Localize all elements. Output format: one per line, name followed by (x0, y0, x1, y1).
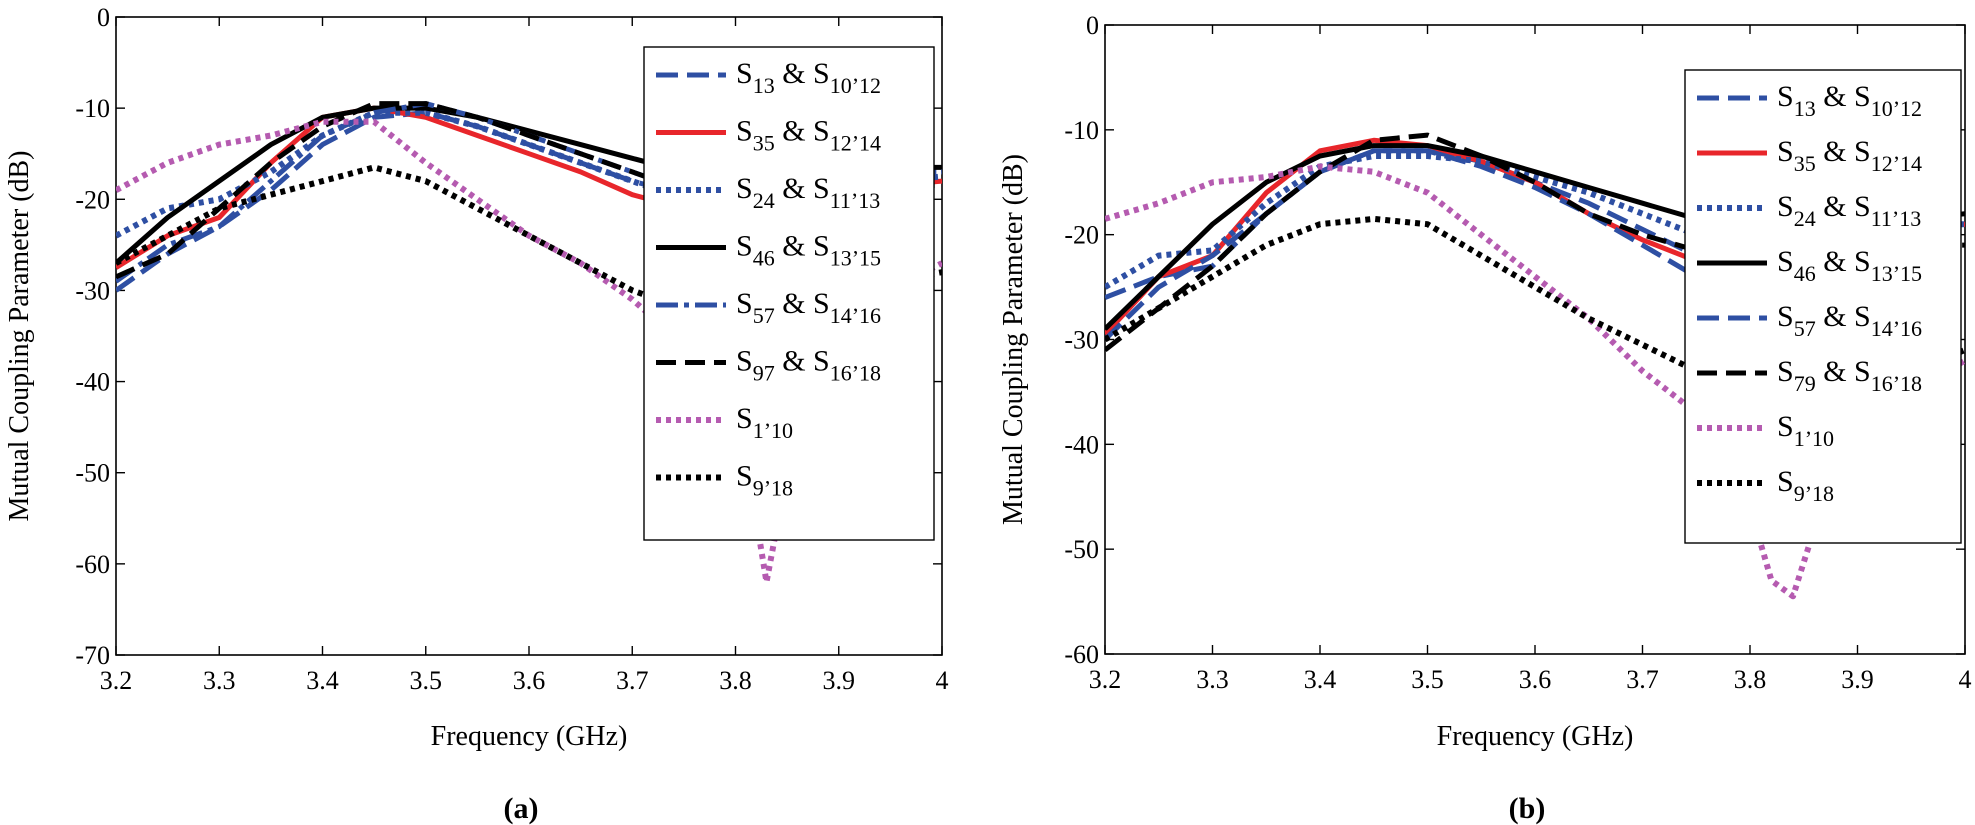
legend-entry-label: S13 & S10’12 (736, 57, 881, 98)
legend-entry-label: S35 & S12’14 (736, 115, 881, 156)
panel-label: (a) (504, 792, 539, 825)
legend-entry-label: S57 & S14’16 (1777, 300, 1922, 341)
panel-label: (b) (1509, 792, 1546, 825)
legend-entry-label: S24 & S11’13 (1777, 190, 1921, 231)
legend-entry-label: S57 & S14’16 (736, 287, 881, 328)
legend: S13 & S10’12 S35 & S12’14 S24 & S11’13 S46 … (643, 46, 935, 541)
x-tick-label: 3.8 (1734, 665, 1767, 694)
legend-entry-label: S9’18 (1777, 465, 1834, 506)
x-tick-label: 3.4 (1304, 665, 1337, 694)
x-tick-label: 3.6 (1519, 665, 1552, 694)
y-tick-label: -30 (75, 276, 110, 305)
x-tick-label: 3.5 (410, 666, 443, 695)
legend-entry-label: S46 & S13’15 (736, 230, 881, 271)
x-tick-label: 3.9 (823, 666, 856, 695)
y-tick-label: 0 (97, 3, 110, 32)
x-tick-label: 4 (936, 666, 949, 695)
y-tick-label: -20 (1064, 221, 1099, 250)
y-axis-label: Mutual Coupling Parameter (dB) (4, 151, 35, 522)
x-tick-label: 3.7 (616, 666, 649, 695)
x-tick-label: 3.2 (1089, 665, 1122, 694)
legend-box (1684, 69, 1962, 544)
y-axis-label: Mutual Coupling Parameter (dB) (998, 154, 1029, 525)
chart-panel-b: 3.2 3.3 3.4 3.5 3.6 3.7 3.8 3.9 4 0 -10 -20 -30 -40 -5… (998, 11, 1972, 825)
y-tick-label: -70 (75, 641, 110, 670)
y-tick-label: -10 (1064, 116, 1099, 145)
y-tick-label: -60 (75, 550, 110, 579)
legend-entry-label: S1’10 (1777, 410, 1834, 451)
x-axis-label: Frequency (GHz) (1437, 721, 1634, 752)
x-tick-label: 3.4 (306, 666, 339, 695)
legend: S13 & S10’12 S35 & S12’14 S24 & S11’13 S46 … (1684, 69, 1962, 544)
series-line-s1-10 (116, 118, 942, 586)
y-tick-label: -30 (1064, 326, 1099, 355)
x-tick-label: 3.3 (203, 666, 236, 695)
x-tick-label: 3.3 (1196, 665, 1229, 694)
legend-entry-label: S97 & S16’18 (736, 345, 881, 386)
x-axis-label: Frequency (GHz) (431, 721, 628, 752)
x-tick-label: 3.7 (1626, 665, 1659, 694)
x-tick-label: 3.8 (719, 666, 752, 695)
y-tick-label: -40 (1064, 430, 1099, 459)
y-tick-label: 0 (1086, 11, 1099, 40)
x-tick-label: 3.2 (100, 666, 133, 695)
y-tick-label: -40 (75, 368, 110, 397)
y-tick-label: -10 (75, 94, 110, 123)
y-tick-label: -60 (1064, 640, 1099, 669)
y-tick-label: -20 (75, 185, 110, 214)
x-tick-label: 3.5 (1411, 665, 1444, 694)
legend-entry-label: S79 & S16’18 (1777, 355, 1922, 396)
y-tick-label: -50 (1064, 535, 1099, 564)
legend-entry-label: S46 & S13’15 (1777, 245, 1922, 286)
x-tick-label: 4 (1959, 665, 1972, 694)
legend-entry-label: S9’18 (736, 460, 793, 501)
x-tick-label: 3.9 (1841, 665, 1874, 694)
legend-entry-label: S24 & S11’13 (736, 172, 880, 213)
x-tick-label: 3.6 (513, 666, 546, 695)
chart-panel-a: 3.2 3.3 3.4 3.5 3.6 3.7 3.8 3.9 4 0 -10 -20 -30 -40 -5… (4, 3, 949, 825)
legend-entry-label: S35 & S12’14 (1777, 135, 1922, 176)
y-tick-label: -50 (75, 459, 110, 488)
legend-entry-label: S13 & S10’12 (1777, 80, 1922, 121)
legend-box (643, 46, 935, 541)
legend-entry-label: S1’10 (736, 402, 793, 443)
